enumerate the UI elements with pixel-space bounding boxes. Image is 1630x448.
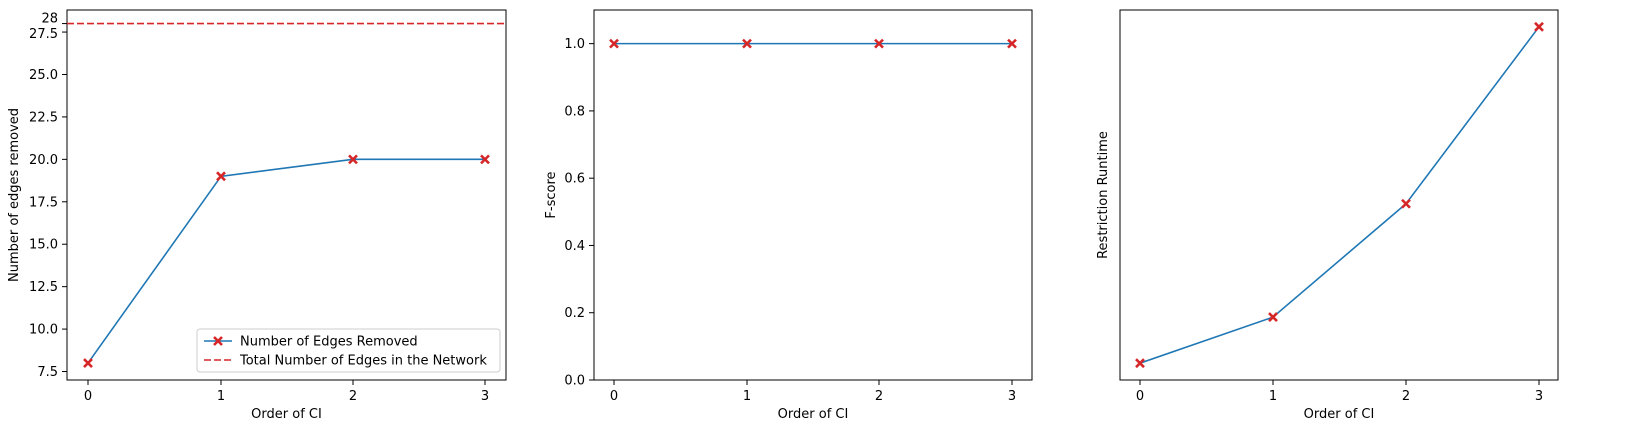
x-tick-label: 0 [84, 389, 92, 404]
axes-frame [1119, 9, 1559, 381]
y-tick-label: 15.0 [29, 238, 58, 253]
legend-entry-total-edges: Total Number of Edges in the Network [239, 354, 487, 369]
x-tick-label: 3 [1008, 389, 1016, 404]
y-tick-label: 27.5 [29, 27, 58, 42]
axes-frame [593, 9, 1033, 381]
data-point-marker [1534, 21, 1544, 32]
x-tick-label: 3 [1535, 389, 1543, 404]
y-tick-label: 7.5 [37, 365, 58, 380]
y-tick-label: 0.4 [564, 239, 585, 254]
x-tick-label: 0 [1136, 389, 1144, 404]
data-point-marker [874, 38, 884, 49]
y-tick-label: 0.6 [564, 172, 585, 187]
x-tick-label: 2 [1402, 389, 1410, 404]
series-line [1139, 26, 1540, 364]
data-point-marker [742, 38, 752, 49]
legend-box [196, 328, 501, 373]
x-tick-label: 1 [217, 389, 225, 404]
axes-frame [66, 9, 507, 381]
data-point-marker [1268, 312, 1278, 323]
x-tick-label: 2 [875, 389, 883, 404]
data-point-marker [83, 358, 93, 368]
y-axis-label: Restriction Runtime [1096, 131, 1111, 259]
x-tick-label: 2 [349, 389, 357, 404]
x-axis-label: Order of CI [778, 407, 849, 422]
legend: Number of Edges Removed Total Number of E… [196, 328, 501, 373]
x-tick-label: 0 [610, 389, 618, 404]
y-axis-label: Number of edges removed [7, 108, 22, 282]
data-point-marker [1007, 38, 1017, 49]
data-point-marker [480, 154, 490, 165]
y-tick-label: 28 [41, 12, 58, 27]
y-tick-label: 0.8 [564, 104, 585, 119]
y-axis-label: F-score [544, 171, 559, 218]
x-axis-label: Order of CI [1304, 407, 1375, 422]
f-score-chart: 0 1 2 3 0.0 0.2 0.4 0.6 0.8 1.0 Order of CI F-score [544, 9, 1033, 422]
y-tick-label: 0.2 [564, 306, 585, 321]
y-tick-label: 17.5 [29, 195, 58, 210]
data-point-marker [1135, 358, 1145, 369]
y-tick-label: 12.5 [29, 280, 58, 295]
data-point-marker [216, 171, 226, 182]
y-tick-label: 25.0 [29, 68, 58, 83]
x-tick-label: 3 [481, 389, 489, 404]
data-point-marker [1401, 198, 1411, 209]
legend-marker-swatch [213, 336, 223, 346]
data-point-marker [609, 38, 619, 49]
data-point-marker [348, 154, 358, 165]
y-tick-label: 1.0 [564, 37, 585, 52]
edges-removed-chart: 0 1 2 3 7.5 10.0 12.5 15.0 17.5 20.0 22.5 25.0 27.52… [7, 9, 507, 422]
y-tick-label: 0.0 [564, 374, 585, 389]
x-tick-label: 1 [1269, 389, 1277, 404]
legend-entry-edges-removed: Number of Edges Removed [240, 335, 418, 350]
x-axis-label: Order of CI [251, 407, 322, 422]
restriction-runtime-chart: 0 1 2 3 Order of CI Restriction Runtime [1096, 9, 1559, 422]
series-line [87, 158, 485, 364]
y-tick-label: 22.5 [29, 110, 58, 125]
y-tick-label: 10.0 [29, 323, 58, 338]
x-tick-label: 1 [743, 389, 751, 404]
y-tick-label: 20.0 [29, 153, 58, 168]
